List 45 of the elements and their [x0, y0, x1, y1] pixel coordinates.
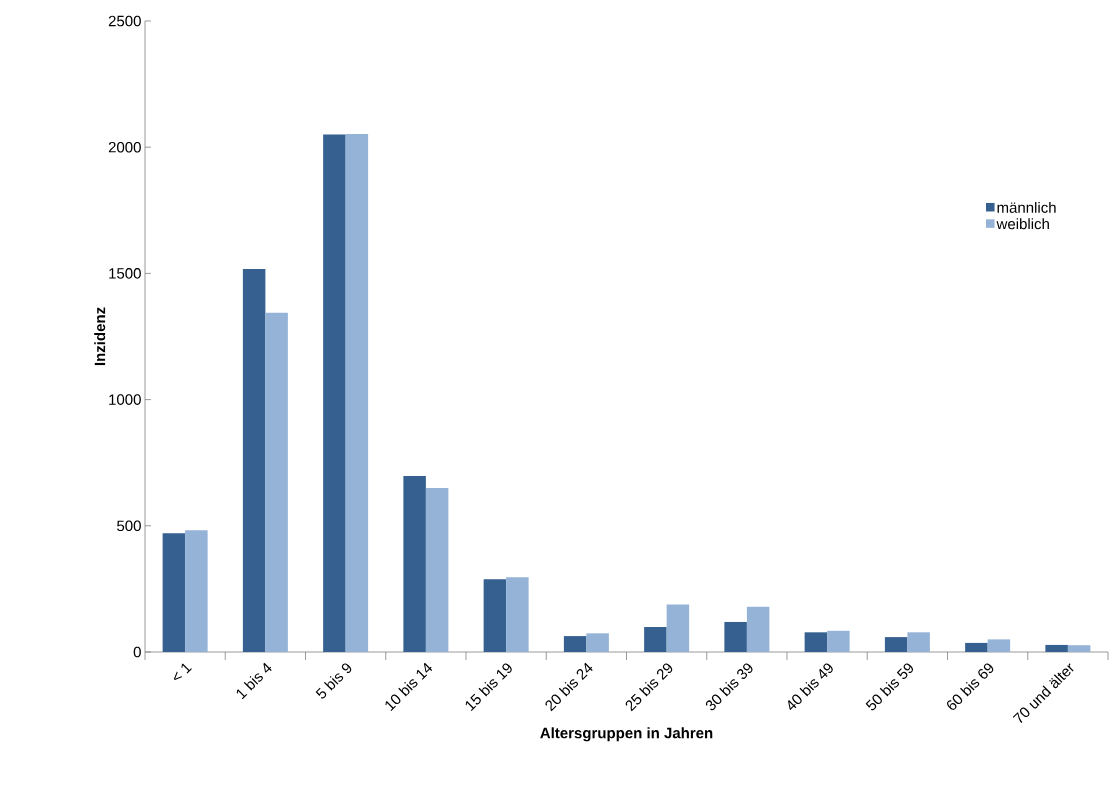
bar [804, 632, 828, 652]
x-axis-title: Altersgruppen in Jahren [540, 727, 713, 742]
bar [1067, 645, 1091, 652]
bar [724, 621, 747, 652]
bar [884, 637, 908, 652]
bar [907, 632, 930, 652]
bar [506, 577, 529, 652]
x-tick-label: 60 bis 69 [947, 663, 994, 710]
bar [666, 604, 690, 652]
bar [563, 636, 587, 652]
bar [185, 530, 208, 652]
x-tick-label: < 1 [173, 663, 192, 680]
bar [1045, 644, 1068, 652]
x-tick-label: 20 bis 24 [545, 662, 593, 712]
bar [425, 487, 449, 652]
y-tick-label: 1000 [109, 394, 141, 405]
y-axis-title: Inzidenz [94, 307, 106, 366]
bar [403, 476, 426, 652]
bar [345, 134, 369, 652]
bar [265, 312, 288, 652]
legend-label: männlich [997, 201, 1056, 213]
bar [965, 642, 988, 652]
bar [827, 630, 850, 652]
y-tick-label: 2500 [108, 15, 141, 27]
bar [644, 627, 667, 652]
bar [162, 533, 186, 652]
y-tick-label: 1500 [109, 268, 141, 279]
bar [987, 639, 1011, 652]
x-tick-label: 40 bis 49 [788, 663, 833, 710]
bar [586, 633, 609, 652]
y-tick-label: 0 [133, 646, 141, 658]
x-tick-label: 15 bis 19 [465, 663, 512, 712]
bar [323, 134, 346, 652]
legend-label: weiblich [996, 218, 1049, 230]
x-tick-label: 25 bis 29 [625, 663, 673, 712]
x-tick-label: 50 bis 59 [865, 663, 914, 711]
x-tick-label: 10 bis 14 [385, 662, 433, 712]
bar [242, 269, 266, 652]
y-tick-label: 2000 [108, 141, 141, 153]
bar [483, 579, 507, 652]
bar [746, 606, 770, 652]
x-tick-label: 1 bis 4 [236, 662, 272, 700]
y-tick-label: 500 [117, 520, 141, 532]
x-tick-label: 30 bis 39 [705, 663, 753, 711]
x-tick-label: 5 bis 9 [315, 663, 352, 699]
